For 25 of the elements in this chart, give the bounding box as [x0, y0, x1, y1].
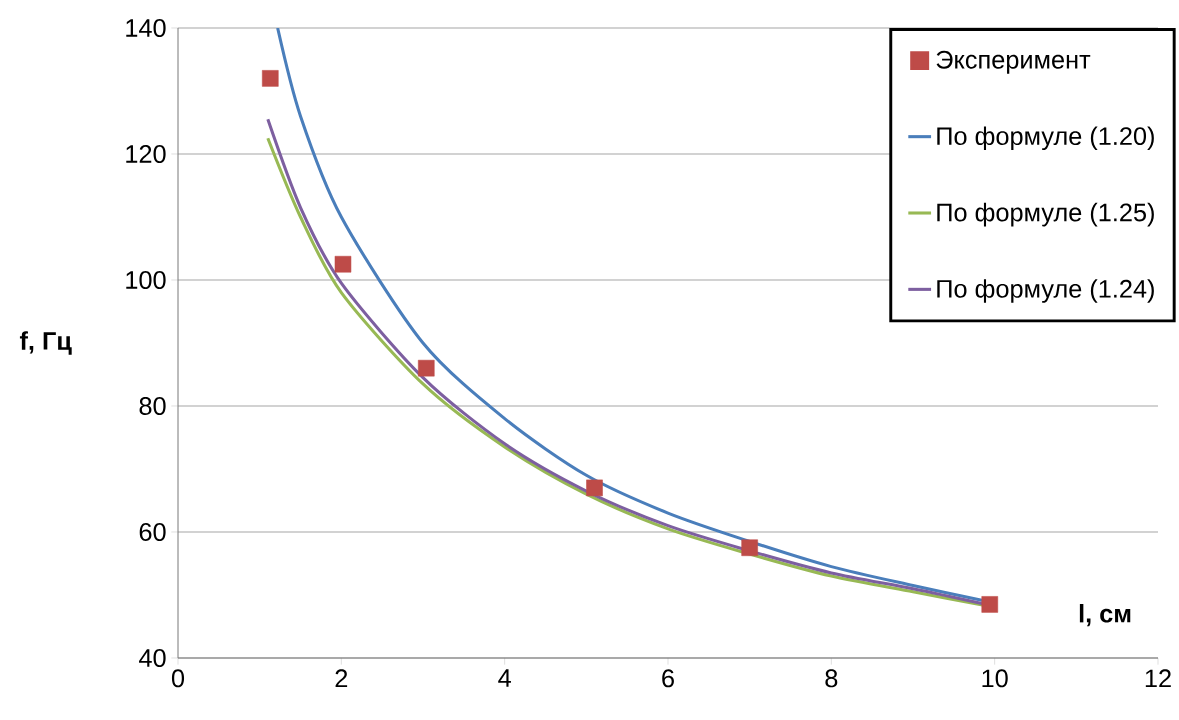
- y-tick-label: 60: [139, 523, 166, 541]
- y-tick-label: 80: [139, 397, 166, 415]
- point: [741, 539, 758, 556]
- y-tick-label: 120: [126, 145, 166, 163]
- y-axis-title: f, Гц: [19, 331, 72, 355]
- y-tick-label: 140: [126, 19, 166, 37]
- x-tick-label: 4: [498, 669, 511, 687]
- x-tick-label: 0: [171, 669, 185, 688]
- point: [418, 359, 435, 377]
- x-tick-label: 8: [825, 669, 838, 688]
- x-axis-title: l, см: [1079, 604, 1131, 627]
- x-tick-label: 12: [1145, 669, 1171, 688]
- x-tick-label: 10: [982, 669, 1008, 688]
- x-tick-label: 6: [662, 669, 674, 688]
- point: [262, 70, 279, 87]
- legend-label: По формуле (1.20): [937, 126, 1154, 151]
- y-tick-label: 100: [126, 271, 166, 289]
- legend-label: По формуле (1.24): [937, 279, 1154, 303]
- x-tick-label: 2: [335, 669, 348, 688]
- legend-label: По формуле (1.25): [937, 202, 1154, 227]
- point: [586, 479, 603, 497]
- point: [334, 255, 352, 273]
- point: [981, 596, 999, 613]
- y-tick-label: 40: [139, 649, 166, 667]
- legend-label: Эксперимент: [936, 50, 1091, 74]
